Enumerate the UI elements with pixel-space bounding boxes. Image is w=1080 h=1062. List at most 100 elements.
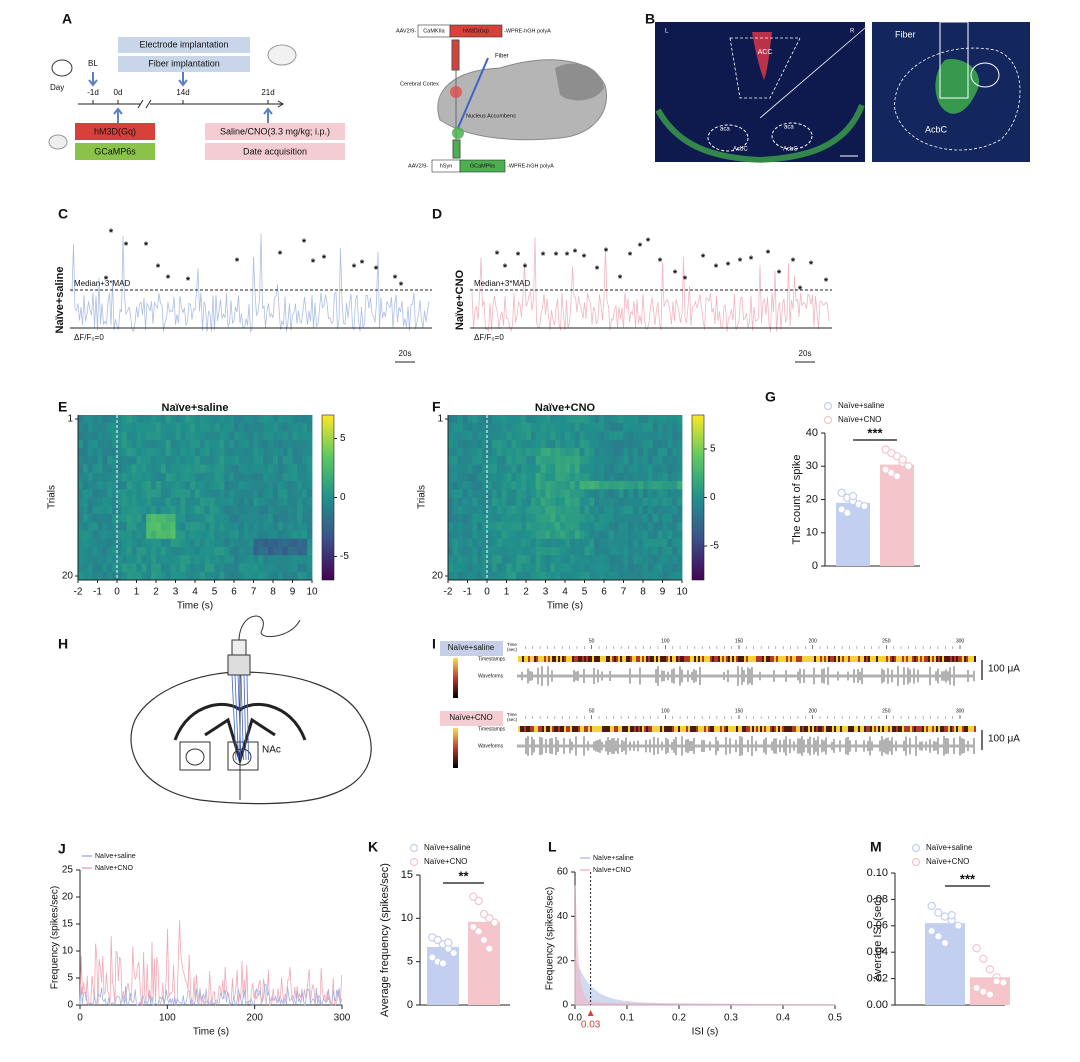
heat-cell — [647, 464, 654, 474]
heat-cell — [672, 514, 678, 523]
heat-cell — [452, 563, 459, 573]
heat-cell — [195, 538, 201, 548]
heat-cell — [643, 538, 649, 548]
heat-cell — [623, 497, 629, 507]
heat-cell — [623, 439, 629, 449]
timestamp — [654, 726, 656, 732]
timestamp — [586, 656, 588, 662]
heat-cell — [126, 514, 133, 523]
marker-arrow — [587, 1010, 594, 1016]
heat-cell — [219, 522, 225, 531]
heat-cell — [672, 563, 678, 573]
heat-cell — [97, 431, 103, 441]
heat-cell — [521, 423, 527, 432]
heat-cell — [555, 497, 561, 507]
heat-cell — [618, 555, 624, 564]
heat-cell — [126, 547, 133, 556]
timestamp — [600, 726, 602, 732]
timestamp — [952, 656, 954, 662]
heat-cell — [472, 423, 478, 432]
heat-cell — [647, 456, 654, 465]
heat-cell — [292, 464, 298, 474]
heat-cell — [263, 522, 269, 531]
legend-marker — [823, 401, 833, 411]
heat-cell — [282, 522, 289, 531]
timestamp — [840, 656, 842, 662]
outline — [970, 62, 1000, 88]
timestamp — [526, 726, 528, 732]
heat-cell — [643, 472, 649, 482]
timestamp — [584, 656, 586, 662]
heat-cell — [516, 472, 522, 482]
timestamp — [700, 656, 702, 662]
heat-cell — [613, 522, 620, 531]
heat-cell — [273, 456, 279, 465]
heat-cell — [175, 472, 181, 482]
heat-cell — [521, 555, 527, 564]
heat-cell — [302, 481, 308, 490]
heat-cell — [302, 555, 308, 564]
heat-cell — [185, 522, 191, 531]
timestamp — [530, 726, 532, 732]
timestamp — [820, 656, 822, 662]
timestamp — [930, 726, 932, 732]
heat-cell — [579, 571, 585, 581]
heat-cell — [457, 571, 464, 581]
heat-cell — [136, 439, 142, 449]
heat-cell — [638, 415, 644, 424]
heat-cell — [287, 530, 293, 540]
heat-cell — [156, 456, 162, 465]
heat-cell — [82, 415, 89, 424]
heat-cell — [117, 555, 123, 564]
heat-cell — [555, 464, 561, 474]
heat-cell — [180, 464, 186, 474]
heat-cell — [579, 472, 585, 482]
heat-cell — [78, 481, 84, 490]
heat-cell — [540, 481, 546, 490]
timestamp — [790, 656, 792, 662]
data-point — [433, 935, 442, 945]
heat-cell — [156, 514, 162, 523]
heat-cell — [545, 555, 551, 564]
heat-cell — [214, 547, 220, 556]
box — [205, 123, 345, 140]
peak-marker: * — [104, 274, 109, 286]
heat-cell — [146, 472, 152, 482]
heat-cell — [482, 481, 488, 490]
heat-cell — [214, 505, 220, 515]
heat-cell — [452, 481, 459, 490]
heat-cell — [97, 464, 103, 474]
heat-cell — [613, 514, 620, 523]
timestamp — [786, 726, 788, 732]
heat-cell — [292, 448, 298, 457]
heat-cell — [618, 448, 624, 457]
label: 20s — [399, 349, 412, 358]
heat-cell — [151, 555, 157, 564]
heat-cell — [613, 423, 620, 432]
heat-cell — [268, 431, 274, 441]
heat-cell — [253, 448, 259, 457]
heat-cell — [647, 489, 654, 498]
heat-cell — [136, 563, 142, 573]
heat-cell — [584, 497, 590, 507]
timestamp — [690, 656, 692, 662]
heat-cell — [238, 530, 245, 540]
timestamp — [622, 726, 624, 732]
heat-cell — [82, 423, 89, 432]
heat-cell — [545, 472, 551, 482]
heat-cell — [657, 472, 663, 482]
timestamp — [900, 726, 902, 732]
heat-cell — [555, 522, 561, 531]
heat-cell — [477, 530, 483, 540]
heat-cell — [594, 456, 600, 465]
heat-cell — [224, 522, 230, 531]
heat-cell — [87, 481, 94, 490]
heat-cell — [287, 497, 293, 507]
timestamp — [752, 656, 754, 662]
heat-cell — [190, 530, 196, 540]
heat-cell — [574, 472, 581, 482]
heat-cell — [608, 547, 615, 556]
timestamp — [806, 726, 808, 732]
heat-cell — [506, 555, 512, 564]
heat-cell — [652, 481, 659, 490]
